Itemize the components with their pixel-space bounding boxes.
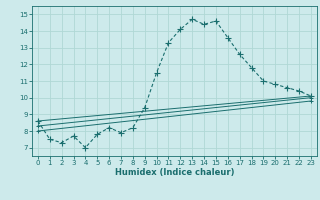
X-axis label: Humidex (Indice chaleur): Humidex (Indice chaleur)	[115, 168, 234, 177]
